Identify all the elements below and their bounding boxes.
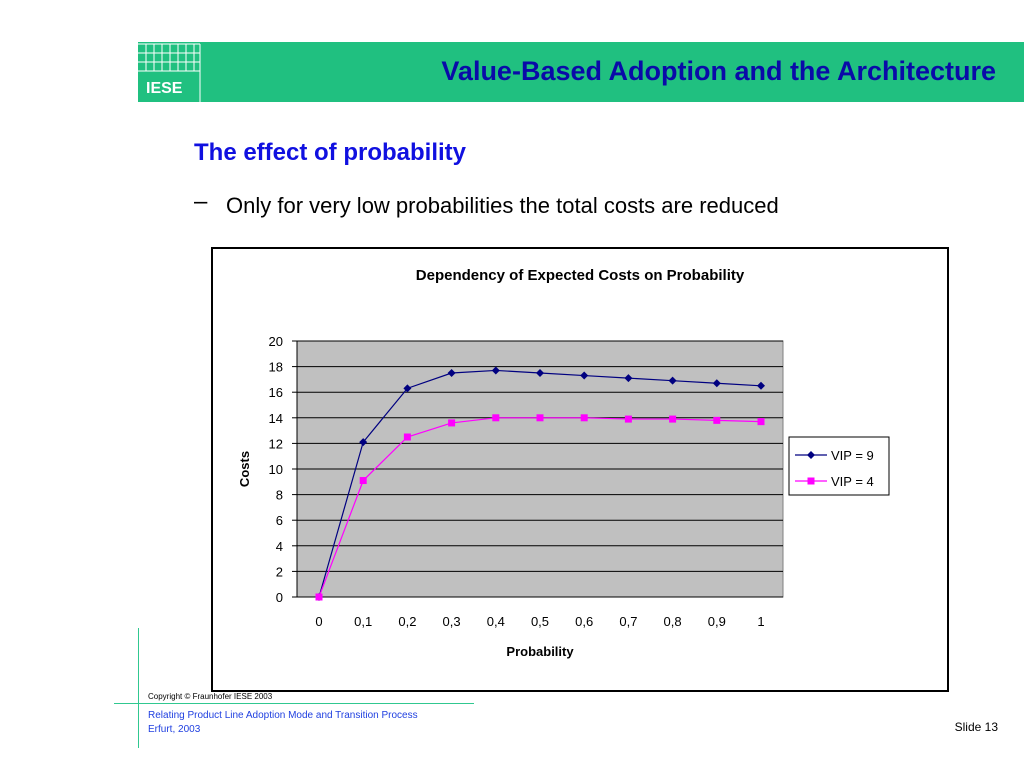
- slide-title: Value-Based Adoption and the Architectur…: [441, 56, 996, 86]
- slide-number: Slide 13: [954, 720, 998, 734]
- logo-text: IESE: [146, 80, 183, 97]
- data-point: [624, 374, 633, 383]
- y-tick-label: 4: [276, 539, 283, 554]
- x-tick-label: 0,9: [708, 614, 726, 629]
- x-tick-label: 0,8: [664, 614, 682, 629]
- data-point: [580, 371, 589, 380]
- data-point: [757, 381, 765, 390]
- data-point: [624, 415, 632, 423]
- y-tick-label: 2: [276, 564, 283, 579]
- x-tick-label: 0,2: [398, 614, 416, 629]
- legend-label: VIP = 9: [831, 448, 874, 463]
- x-axis-label: Probability: [506, 644, 574, 659]
- header-band: [138, 42, 1024, 102]
- data-point: [403, 433, 411, 441]
- x-tick-label: 0: [315, 614, 322, 629]
- x-tick-label: 0,5: [531, 614, 549, 629]
- bullet-dash: –: [194, 188, 208, 215]
- x-tick-label: 0,4: [487, 614, 505, 629]
- legend-marker: [807, 451, 815, 459]
- data-point: [403, 384, 412, 393]
- data-point: [757, 418, 765, 426]
- x-tick-label: 0,3: [443, 614, 461, 629]
- x-tick-label: 0,7: [619, 614, 637, 629]
- iese-logo: IESE: [138, 42, 202, 102]
- y-tick-label: 6: [276, 513, 283, 528]
- data-point: [359, 438, 368, 447]
- x-tick-label: 0,1: [354, 614, 372, 629]
- x-tick-labels: 0 0,1 0,2 0,3 0,4 0,5 0,6 0,7 0,8 0,9 1: [315, 614, 764, 629]
- legend-label: VIP = 4: [831, 474, 874, 489]
- data-point: [536, 414, 544, 422]
- data-point: [669, 415, 677, 423]
- copyright-text: Copyright © Fraunhofer IESE 2003: [148, 692, 273, 701]
- chart-title: Dependency of Expected Costs on Probabil…: [416, 267, 745, 284]
- line-chart: Dependency of Expected Costs on Probabil…: [237, 267, 890, 659]
- section-heading: The effect of probability: [194, 139, 467, 166]
- y-tick-label: 18: [269, 360, 283, 375]
- data-point: [448, 419, 456, 427]
- x-tick-label: 1: [757, 614, 764, 629]
- y-axis-label: Costs: [237, 451, 252, 487]
- legend-marker: [807, 477, 815, 485]
- data-point: [491, 366, 500, 375]
- legend-box: [788, 436, 890, 496]
- data-point: [315, 593, 323, 601]
- footer-event-place: Erfurt, 2003: [148, 724, 201, 735]
- y-tick-label: 16: [269, 385, 283, 400]
- y-tick-labels: 0 2 4 6 8 10 12 14 16 18 20: [269, 334, 297, 605]
- data-point: [492, 414, 500, 422]
- data-point: [580, 414, 588, 422]
- series-group: [315, 366, 765, 601]
- data-point: [536, 369, 544, 377]
- data-point: [712, 379, 721, 388]
- footer-horizontal-rule: [114, 703, 474, 704]
- y-tick-label: 8: [276, 488, 283, 503]
- data-point: [668, 376, 677, 385]
- y-tick-label: 14: [269, 411, 283, 426]
- logo-grid-icon: [138, 43, 201, 102]
- data-point: [447, 369, 456, 377]
- legend: VIP = 9 VIP = 4: [788, 436, 890, 496]
- y-tick-label: 12: [269, 436, 283, 451]
- y-tick-label: 10: [269, 462, 283, 477]
- bullet-text: Only for very low probabilities the tota…: [226, 193, 779, 218]
- footer-event-title: Relating Product Line Adoption Mode and …: [148, 710, 418, 721]
- footer-vertical-rule: [138, 628, 139, 748]
- y-tick-label: 20: [269, 334, 283, 349]
- x-tick-label: 0,6: [575, 614, 593, 629]
- data-point: [359, 477, 367, 485]
- data-point: [713, 416, 721, 424]
- y-tick-label: 0: [276, 590, 283, 605]
